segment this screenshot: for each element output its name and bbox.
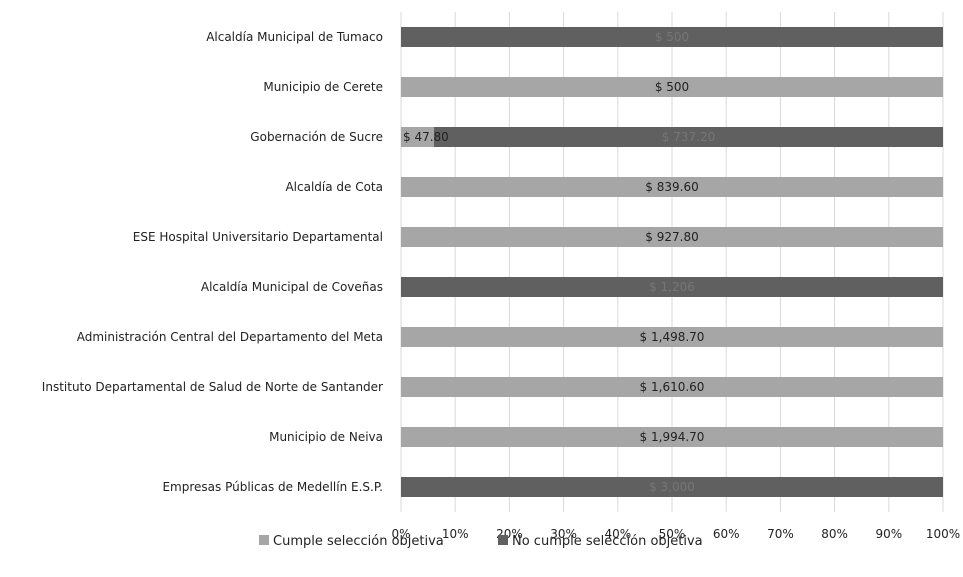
- category-label: ESE Hospital Universitario Departamental: [133, 230, 383, 244]
- x-tick-label: 100%: [926, 527, 960, 541]
- legend: Cumple selección objetiva No cumple sele…: [259, 534, 703, 549]
- category-label: Municipio de Neiva: [269, 430, 383, 444]
- legend-swatch-cumple: [259, 535, 269, 545]
- legend-swatch-no-cumple: [498, 535, 508, 545]
- bar-no-cumple: [401, 277, 943, 297]
- x-tick-label: 80%: [821, 527, 848, 541]
- category-label: Alcaldía Municipal de Tumaco: [206, 30, 383, 44]
- x-tick-label: 60%: [713, 527, 740, 541]
- category-label: Instituto Departamental de Salud de Nort…: [42, 380, 383, 394]
- bar-cumple: [401, 127, 435, 147]
- category-label: Administración Central del Departamento …: [77, 330, 383, 344]
- data-label: $ 927.80: [645, 230, 698, 244]
- bar-cumple: [401, 77, 943, 97]
- category-label: Empresas Públicas de Medellín E.S.P.: [162, 480, 383, 494]
- data-label: $ 737.20: [662, 130, 715, 144]
- data-label: $ 500: [655, 80, 689, 94]
- data-label: $ 1,498.70: [640, 330, 705, 344]
- bar-cumple: [401, 377, 943, 397]
- x-tick-label: 0%: [391, 527, 410, 541]
- category-label: Gobernación de Sucre: [250, 130, 383, 144]
- data-label: $ 1,610.60: [640, 380, 705, 394]
- x-tick-label: 30%: [550, 527, 577, 541]
- x-tick-label: 10%: [442, 527, 469, 541]
- x-tick-label: 90%: [875, 527, 902, 541]
- category-labels: Alcaldía Municipal de Tumaco Municipio de…: [42, 30, 383, 494]
- x-tick-label: 50%: [659, 527, 686, 541]
- category-label: Alcaldía de Cota: [285, 180, 383, 194]
- data-label: $ 1,994.70: [640, 430, 705, 444]
- legend-label-cumple: Cumple selección objetiva: [273, 534, 444, 549]
- x-axis-tick-labels: 0% 10% 20% 30% 40% 50% 60% 70% 80% 90% 100%: [391, 527, 960, 541]
- x-tick-label: 40%: [604, 527, 631, 541]
- bar-no-cumple: [401, 477, 943, 497]
- category-label: Alcaldía Municipal de Coveñas: [201, 280, 383, 294]
- x-tick-label: 70%: [767, 527, 794, 541]
- data-label: $ 500: [655, 30, 689, 44]
- data-label: $ 1,206: [649, 280, 695, 294]
- category-label: Municipio de Cerete: [263, 80, 383, 94]
- legend-label-no-cumple: No cumple selección objetiva: [512, 534, 703, 549]
- bar-cumple: [401, 427, 943, 447]
- bar-no-cumple: [434, 127, 943, 147]
- data-label: $ 839.60: [645, 180, 698, 194]
- data-label: $ 3,000: [649, 480, 695, 494]
- bar-cumple: [401, 177, 943, 197]
- bar-no-cumple: [401, 27, 943, 47]
- bar-cumple: [401, 227, 943, 247]
- bar-cumple: [401, 327, 943, 347]
- data-label: $ 47.80: [403, 130, 449, 144]
- bars: $ 500 $ 500 $ 47.80 $ 737.20 $ 839.60 $ 927.8…: [401, 27, 943, 497]
